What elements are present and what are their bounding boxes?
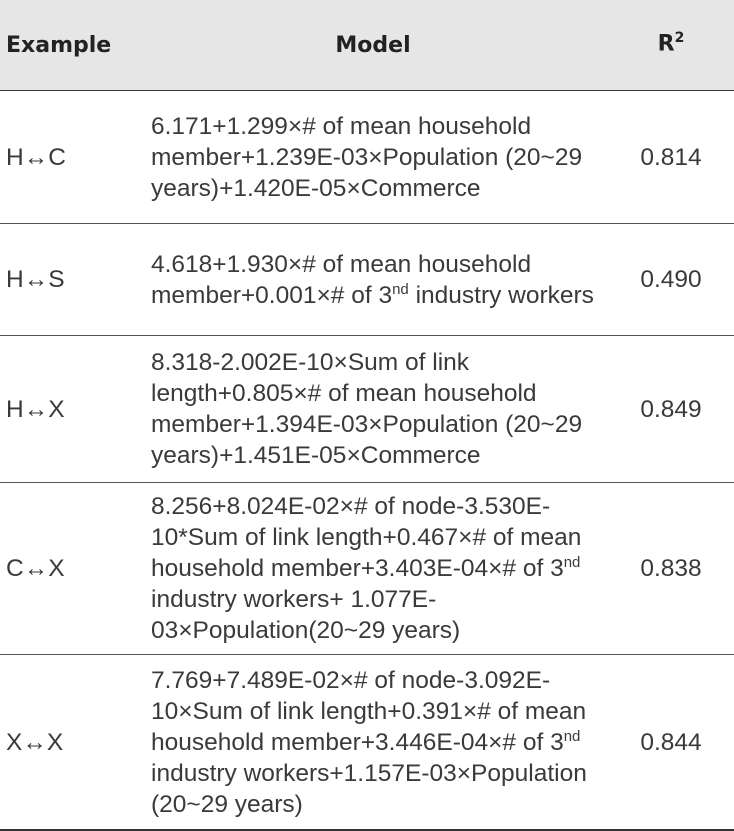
ordinal-suffix: nd bbox=[563, 727, 581, 745]
table-row: H↔X 8.318-2.002E-10×Sum of link length+0… bbox=[0, 335, 734, 483]
table-row: H↔C 6.171+1.299×# of mean household memb… bbox=[0, 90, 734, 224]
example-cell: X↔X bbox=[0, 654, 138, 831]
model-text-part: industry workers+1.157E-03×Population (2… bbox=[151, 759, 587, 818]
r2-cell: 0.838 bbox=[608, 482, 734, 655]
model-text-part: 4.618+1.930×# of mean household member+0… bbox=[151, 250, 532, 309]
example-cell: H↔C bbox=[0, 90, 138, 224]
r2-cell: 0.849 bbox=[608, 335, 734, 483]
header-r2-sup: 2 bbox=[674, 29, 685, 46]
model-cell: 8.256+8.024E-02×# of node-3.530E-10*Sum … bbox=[138, 482, 608, 655]
table-header: Example Model R2 bbox=[0, 0, 734, 91]
example-cell: H↔S bbox=[0, 223, 138, 336]
table-row: H↔S 4.618+1.930×# of mean household memb… bbox=[0, 223, 734, 336]
model-text-part: 7.769+7.489E-02×# of node-3.092E-10×Sum … bbox=[151, 666, 587, 756]
r2-cell: 0.490 bbox=[608, 223, 734, 336]
header-example: Example bbox=[0, 0, 138, 91]
model-text-part: 8.256+8.024E-02×# of node-3.530E-10*Sum … bbox=[151, 493, 582, 582]
header-r2: R2 bbox=[608, 0, 734, 91]
model-cell: 4.618+1.930×# of mean household member+0… bbox=[138, 223, 608, 336]
table-row: C↔X 8.256+8.024E-02×# of node-3.530E-10*… bbox=[0, 482, 734, 655]
r2-cell: 0.814 bbox=[608, 90, 734, 224]
header-row: Example Model R2 bbox=[0, 0, 734, 91]
model-cell: 6.171+1.299×# of mean household member+1… bbox=[138, 90, 608, 224]
r2-cell: 0.844 bbox=[608, 654, 734, 831]
table-body: H↔C 6.171+1.299×# of mean household memb… bbox=[0, 90, 734, 831]
example-cell: C↔X bbox=[0, 482, 138, 655]
model-cell: 7.769+7.489E-02×# of node-3.092E-10×Sum … bbox=[138, 654, 608, 831]
ordinal-suffix: nd bbox=[392, 280, 409, 298]
model-text-part: industry workers bbox=[408, 281, 594, 309]
model-text-part: industry workers+ 1.077E-03×Population(2… bbox=[151, 586, 461, 644]
header-model: Model bbox=[138, 0, 608, 91]
ordinal-suffix: nd bbox=[563, 553, 581, 571]
model-cell: 8.318-2.002E-10×Sum of link length+0.805… bbox=[138, 335, 608, 483]
header-r2-base: R bbox=[657, 31, 675, 57]
example-cell: H↔X bbox=[0, 335, 138, 483]
table-row: X↔X 7.769+7.489E-02×# of node-3.092E-10×… bbox=[0, 654, 734, 831]
